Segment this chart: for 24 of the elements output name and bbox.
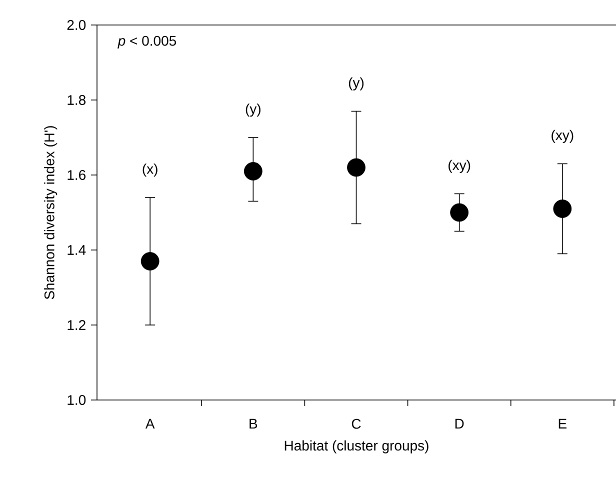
y-tick-label: 1.0 bbox=[68, 395, 86, 405]
point bbox=[140, 252, 160, 270]
annotation: (y) bbox=[348, 77, 364, 90]
annotation: (x) bbox=[142, 164, 158, 177]
x-tick-label: E bbox=[558, 418, 566, 428]
y-tick-label: 1.4 bbox=[68, 245, 86, 255]
annotation: (xy) bbox=[448, 160, 470, 173]
point bbox=[244, 162, 262, 180]
annotation: (xy) bbox=[552, 130, 574, 143]
x-tick-label: D bbox=[455, 418, 464, 428]
annotation: p < 0.005 bbox=[118, 36, 176, 49]
y-tick-label: 1.2 bbox=[68, 320, 86, 330]
x-tick-label: B bbox=[250, 418, 258, 428]
point bbox=[450, 203, 469, 222]
point bbox=[347, 158, 366, 177]
x-tick-label: C bbox=[352, 418, 361, 429]
y-axis-title: Shannon diversity index (H') bbox=[44, 126, 58, 300]
x-tick-label: A bbox=[145, 418, 155, 428]
y-tick-label: 1.6 bbox=[68, 170, 86, 180]
annotation: (y) bbox=[246, 104, 260, 117]
x-axis-title: Habitat (cluster groups) bbox=[284, 440, 428, 454]
point bbox=[553, 200, 572, 218]
y-tick-label: 1.8 bbox=[68, 95, 86, 105]
y-tick-label: 2.0 bbox=[67, 20, 86, 30]
